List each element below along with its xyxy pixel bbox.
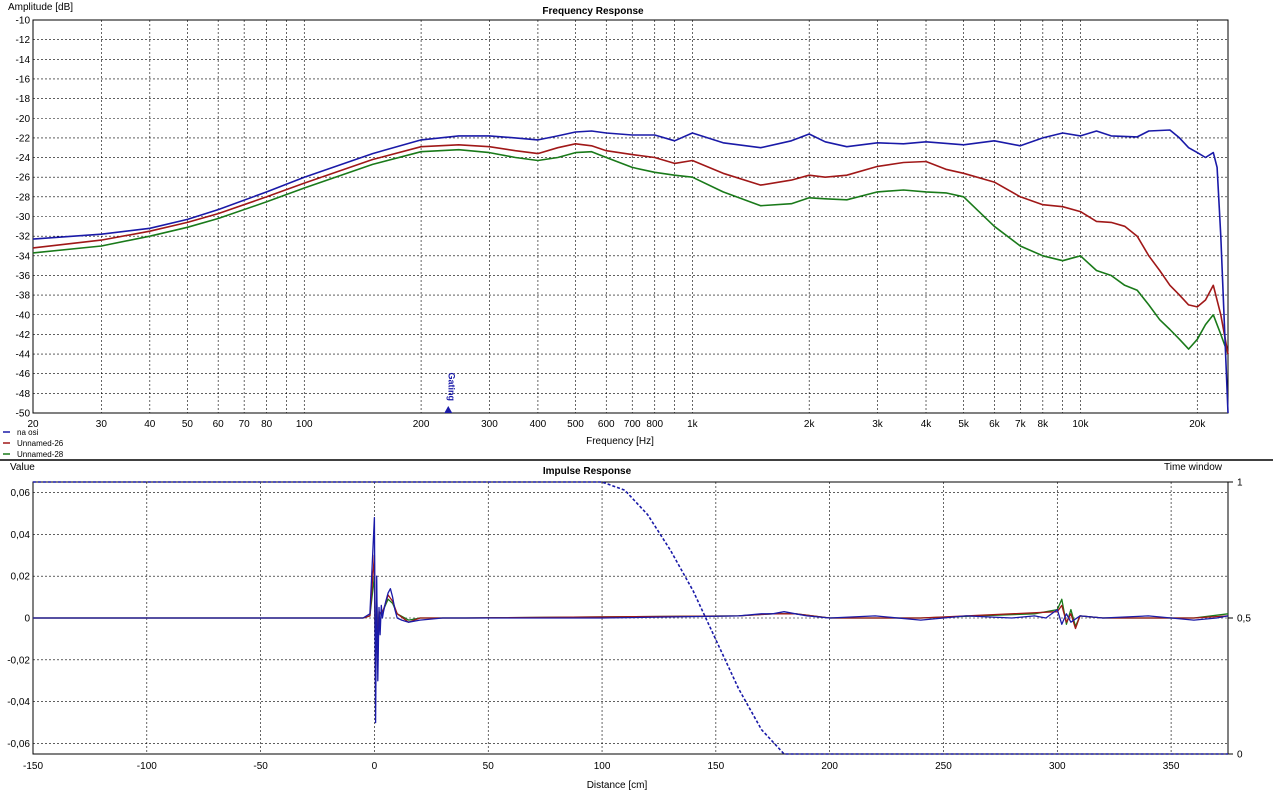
fr-series-line: [32, 129, 1229, 414]
fr-y-tick-label: -32: [16, 232, 31, 243]
legend-na-osi: na osi: [17, 428, 39, 437]
ir-x-tick-label: 300: [1049, 761, 1066, 772]
fr-y-tick-label: -12: [16, 35, 31, 46]
fr-series-line: [32, 143, 1229, 355]
fr-x-tick-label: 20: [27, 419, 39, 430]
fr-y-tick-label: -10: [16, 16, 31, 27]
fr-x-tick-label: 30: [96, 419, 108, 430]
ir-x-tick-label: 350: [1163, 761, 1180, 772]
fr-y-tick-label: -40: [16, 310, 31, 321]
ir-x-tick-label: 100: [594, 761, 611, 772]
fr-x-tick-label: 800: [646, 419, 663, 430]
fr-legend: na osi Unnamed-26 Unnamed-28: [3, 428, 64, 459]
ir-x-tick-label: 200: [821, 761, 838, 772]
fr-x-tick-label: 6k: [989, 419, 1001, 430]
frequency-response-plot: -10 -12 -14 -16 -18 -20 -22 -24 -26 -28 -30 -32 -34 -…: [16, 16, 1229, 430]
ir-y-tick-label: -0,02: [7, 655, 30, 666]
ir-x-tick-label: 0: [372, 761, 378, 772]
fr-x-tick-label: 50: [182, 419, 194, 430]
fr-y-tick-label: -34: [16, 251, 31, 262]
ir-y2label: Time window: [1164, 462, 1223, 473]
fr-x-tick-label: 2k: [804, 419, 816, 430]
fr-x-tick-label: 700: [624, 419, 641, 430]
ir-x-tick-label: -100: [137, 761, 157, 772]
fr-x-tick-label: 20k: [1189, 419, 1206, 430]
fr-x-tick-label: 500: [567, 419, 584, 430]
fr-ylabel: Amplitude [dB]: [8, 2, 73, 13]
fr-y-tick-label: -38: [16, 291, 31, 302]
impulse-response-plot: 0,06 0,04 0,02 0 -0,02 -0,04 -0,06 -150 -100 -50 0…: [7, 478, 1251, 773]
fr-x-tick-label: 70: [239, 419, 251, 430]
fr-y-tick-label: -18: [16, 94, 31, 105]
ir-x-tick-label: -50: [253, 761, 268, 772]
fr-y-tick-label: -14: [16, 55, 31, 66]
ir-y-tick-label: 0,02: [11, 572, 31, 583]
fr-x-tick-label: 1k: [687, 419, 699, 430]
ir-y-tick-label: 0,06: [11, 488, 31, 499]
fr-y-tick-label: -36: [16, 271, 31, 282]
fr-y-tick-label: -30: [16, 212, 31, 223]
fr-y-tick-label: -50: [16, 409, 31, 420]
fr-series-line: [32, 148, 1229, 355]
fr-x-tick-label: 3k: [872, 419, 884, 430]
fr-x-tick-label: 100: [296, 419, 313, 430]
fr-x-tick-label: 600: [598, 419, 615, 430]
fr-x-tick-label: 5k: [958, 419, 970, 430]
fr-y-tick-label: -20: [16, 114, 31, 125]
fr-y-tick-label: -16: [16, 74, 31, 85]
fr-x-tick-label: 8k: [1038, 419, 1050, 430]
fr-x-tick-label: 4k: [921, 419, 933, 430]
fr-x-tick-label: 200: [413, 419, 430, 430]
ir-y-tick-label: 0,04: [11, 530, 31, 541]
ir-x-tick-label: 50: [483, 761, 495, 772]
fr-y-tick-label: -24: [16, 153, 31, 164]
gating-marker-icon: [444, 406, 453, 413]
legend-unnamed-28: Unnamed-28: [17, 450, 64, 459]
fr-x-tick-label: 80: [261, 419, 273, 430]
ir-x-tick-label: 150: [708, 761, 725, 772]
time-window-curve: [33, 481, 1228, 755]
fr-y-tick-label: -28: [16, 192, 31, 203]
ir-xlabel: Distance [cm]: [587, 780, 648, 791]
ir-y-tick-label: -0,06: [7, 739, 30, 750]
ir-x-tick-label: 250: [935, 761, 952, 772]
fr-title: Frequency Response: [542, 6, 644, 17]
ir-y2-tick-label: 0,5: [1237, 614, 1251, 625]
fr-y-tick-label: -22: [16, 133, 31, 144]
ir-title: Impulse Response: [543, 466, 632, 477]
fr-x-tick-label: 60: [213, 419, 225, 430]
ir-series-line: [33, 516, 1229, 724]
fr-x-tick-label: 7k: [1015, 419, 1027, 430]
ir-y2-tick-label: 0: [1237, 750, 1243, 761]
fr-x-tick-label: 300: [481, 419, 498, 430]
legend-unnamed-26: Unnamed-26: [17, 439, 64, 448]
fr-x-tick-label: 10k: [1072, 419, 1089, 430]
fr-xlabel: Frequency [Hz]: [586, 436, 654, 447]
gating-marker-label: Gating: [446, 373, 456, 402]
ir-y-tick-label: 0: [24, 614, 30, 625]
fr-y-tick-label: -48: [16, 389, 31, 400]
ir-y-tick-label: -0,04: [7, 697, 30, 708]
ir-x-tick-label: -150: [23, 761, 43, 772]
fr-y-tick-label: -42: [16, 330, 31, 341]
ir-ylabel: Value: [10, 462, 35, 473]
fr-x-tick-label: 400: [530, 419, 547, 430]
ir-y2-tick-label: 1: [1237, 478, 1243, 489]
fr-y-tick-label: -46: [16, 369, 31, 380]
fr-x-tick-label: 40: [144, 419, 156, 430]
fr-y-tick-label: -26: [16, 173, 31, 184]
fr-y-tick-label: -44: [16, 350, 31, 361]
